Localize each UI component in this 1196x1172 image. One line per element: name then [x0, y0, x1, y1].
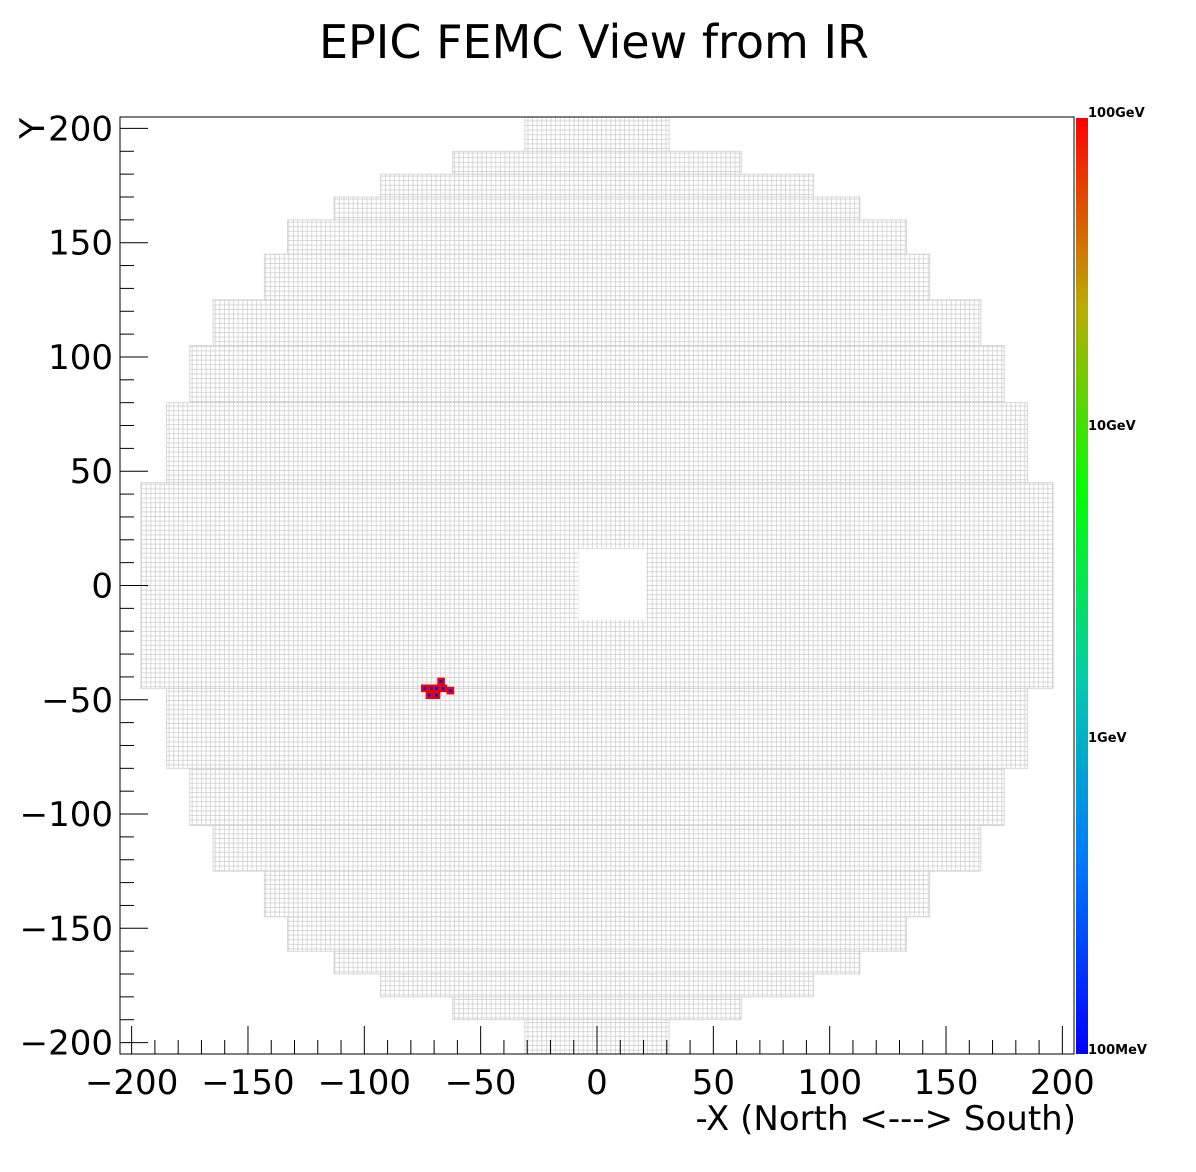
x-tick-label: −100	[318, 1063, 411, 1103]
y-tick-label: −200	[20, 1024, 113, 1064]
y-tick-label: 50	[70, 452, 113, 492]
y-axis: −200 −150 −100 −50 0 50 100 150 200	[20, 109, 148, 1064]
detector-row-3	[333, 196, 861, 221]
y-tick-label: 200	[48, 109, 113, 149]
y-tick-label: 0	[91, 567, 113, 607]
detector-row-8	[166, 402, 1028, 484]
x-tick-label: 200	[1030, 1063, 1095, 1103]
x-tick-label: 100	[797, 1063, 862, 1103]
colorbar-label: 10GeV	[1088, 419, 1136, 434]
x-axis-label: -X (North <---> South)	[695, 1099, 1076, 1139]
color-scale-bar: 100MeV 1GeV 10GeV 100GeV	[1076, 106, 1147, 1058]
detector-row-16	[380, 973, 814, 998]
detector-row-10	[166, 687, 1028, 769]
x-tick-label: 0	[586, 1063, 608, 1103]
colorbar-gradient	[1076, 118, 1088, 1054]
y-tick-label: −50	[41, 681, 113, 721]
x-axis: −200 −150 −100 −50 0 50 100 150 200	[85, 1026, 1095, 1103]
detector-row-15	[333, 950, 861, 975]
detector-row-13	[263, 870, 931, 918]
detector-row-7	[189, 345, 1005, 404]
detector-row-1	[452, 150, 742, 175]
detector-row-11	[189, 767, 1005, 826]
detector-row-17	[452, 996, 742, 1021]
detector-grid	[140, 116, 1054, 1055]
colorbar-label: 1GeV	[1088, 731, 1127, 746]
x-tick-label: 150	[914, 1063, 979, 1103]
hit-marker-0	[423, 686, 427, 690]
x-tick-label: −50	[445, 1063, 517, 1103]
hit-marker-1	[430, 686, 434, 690]
x-tick-label: −150	[201, 1063, 294, 1103]
detector-row-5	[263, 253, 931, 301]
chart-title: EPIC FEMC View from IR	[319, 15, 869, 69]
hit-marker-7	[448, 689, 453, 693]
y-tick-label: 100	[48, 338, 113, 378]
x-tick-label: −200	[85, 1063, 178, 1103]
beam-pipe-hole	[578, 548, 646, 620]
detector-row-12	[212, 825, 982, 872]
hit-marker-4	[434, 686, 439, 690]
y-axis-label: Y	[13, 118, 53, 140]
hit-marker-2	[427, 693, 432, 697]
detector-row-4	[287, 219, 907, 255]
energy-hits	[421, 677, 455, 699]
hit-marker-3	[434, 693, 439, 697]
detector-row-6	[212, 299, 982, 346]
y-tick-label: 150	[48, 224, 113, 264]
x-tick-label: 50	[692, 1063, 735, 1103]
hit-marker-5	[439, 679, 443, 684]
colorbar-label: 100GeV	[1088, 106, 1145, 121]
y-tick-label: −150	[20, 909, 113, 949]
detector-row-2	[380, 173, 814, 198]
detector-row-14	[287, 916, 907, 952]
hit-marker-6	[441, 686, 446, 690]
y-tick-label: −100	[20, 795, 113, 835]
colorbar-label: 100MeV	[1088, 1043, 1147, 1058]
detector-row-0	[524, 116, 670, 152]
